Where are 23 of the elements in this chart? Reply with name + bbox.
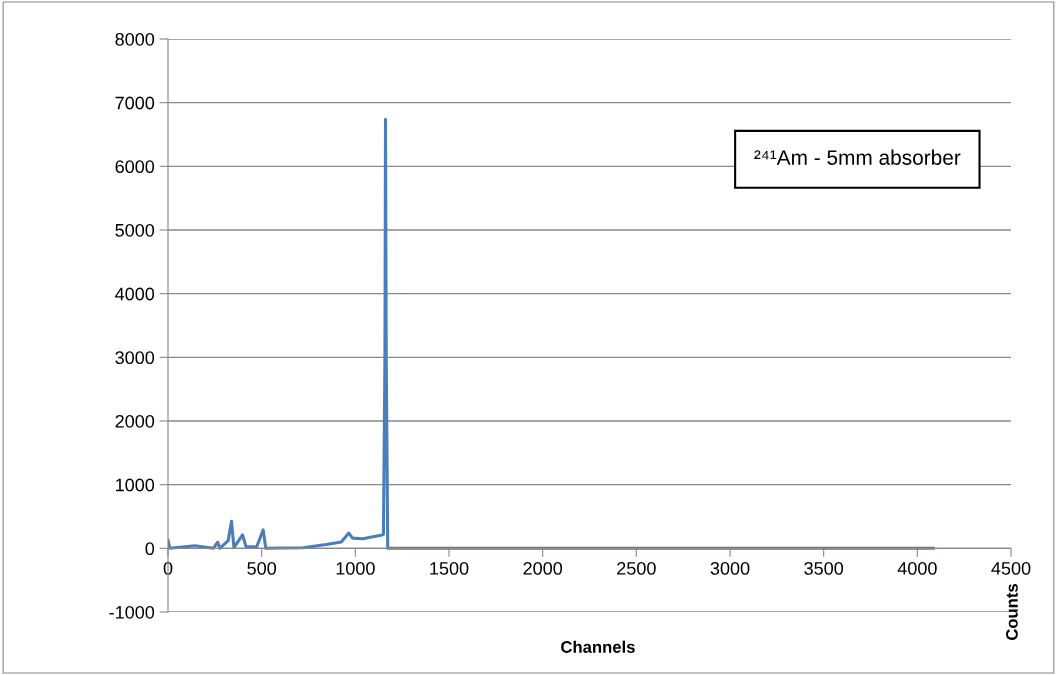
y-tick-label: -1000: [109, 605, 155, 619]
x-tick-label: 1000: [336, 562, 375, 575]
x-tick-label: 500: [247, 562, 277, 575]
annotation: ²⁴¹Am - 5mm absorber: [754, 149, 961, 165]
x-tick-label: 4000: [897, 562, 937, 575]
x-tick-label: 0: [163, 562, 173, 575]
x-tick-label: 2000: [523, 562, 563, 575]
y-tick-label: 1000: [116, 478, 155, 492]
y-tick-label: 5000: [115, 223, 155, 237]
y-tick-label: 6000: [115, 160, 155, 174]
x-tick-label: 3000: [710, 562, 750, 575]
y-axis-title: Counts: [1006, 583, 1018, 641]
y-tick-label: 2000: [115, 414, 155, 428]
x-axis-title: Channels: [561, 640, 635, 653]
y-tick-label: 7000: [115, 96, 155, 110]
y-tick-label: 4000: [115, 287, 155, 301]
x-tick-label: 2500: [617, 562, 656, 575]
x-tick-label: 4500: [991, 562, 1031, 575]
x-tick-label: 3500: [804, 562, 844, 575]
x-tick-label: 1500: [430, 562, 469, 575]
y-tick-label: 8000: [115, 32, 155, 46]
y-tick-label: 0: [145, 542, 155, 556]
y-tick-label: 3000: [115, 351, 155, 365]
